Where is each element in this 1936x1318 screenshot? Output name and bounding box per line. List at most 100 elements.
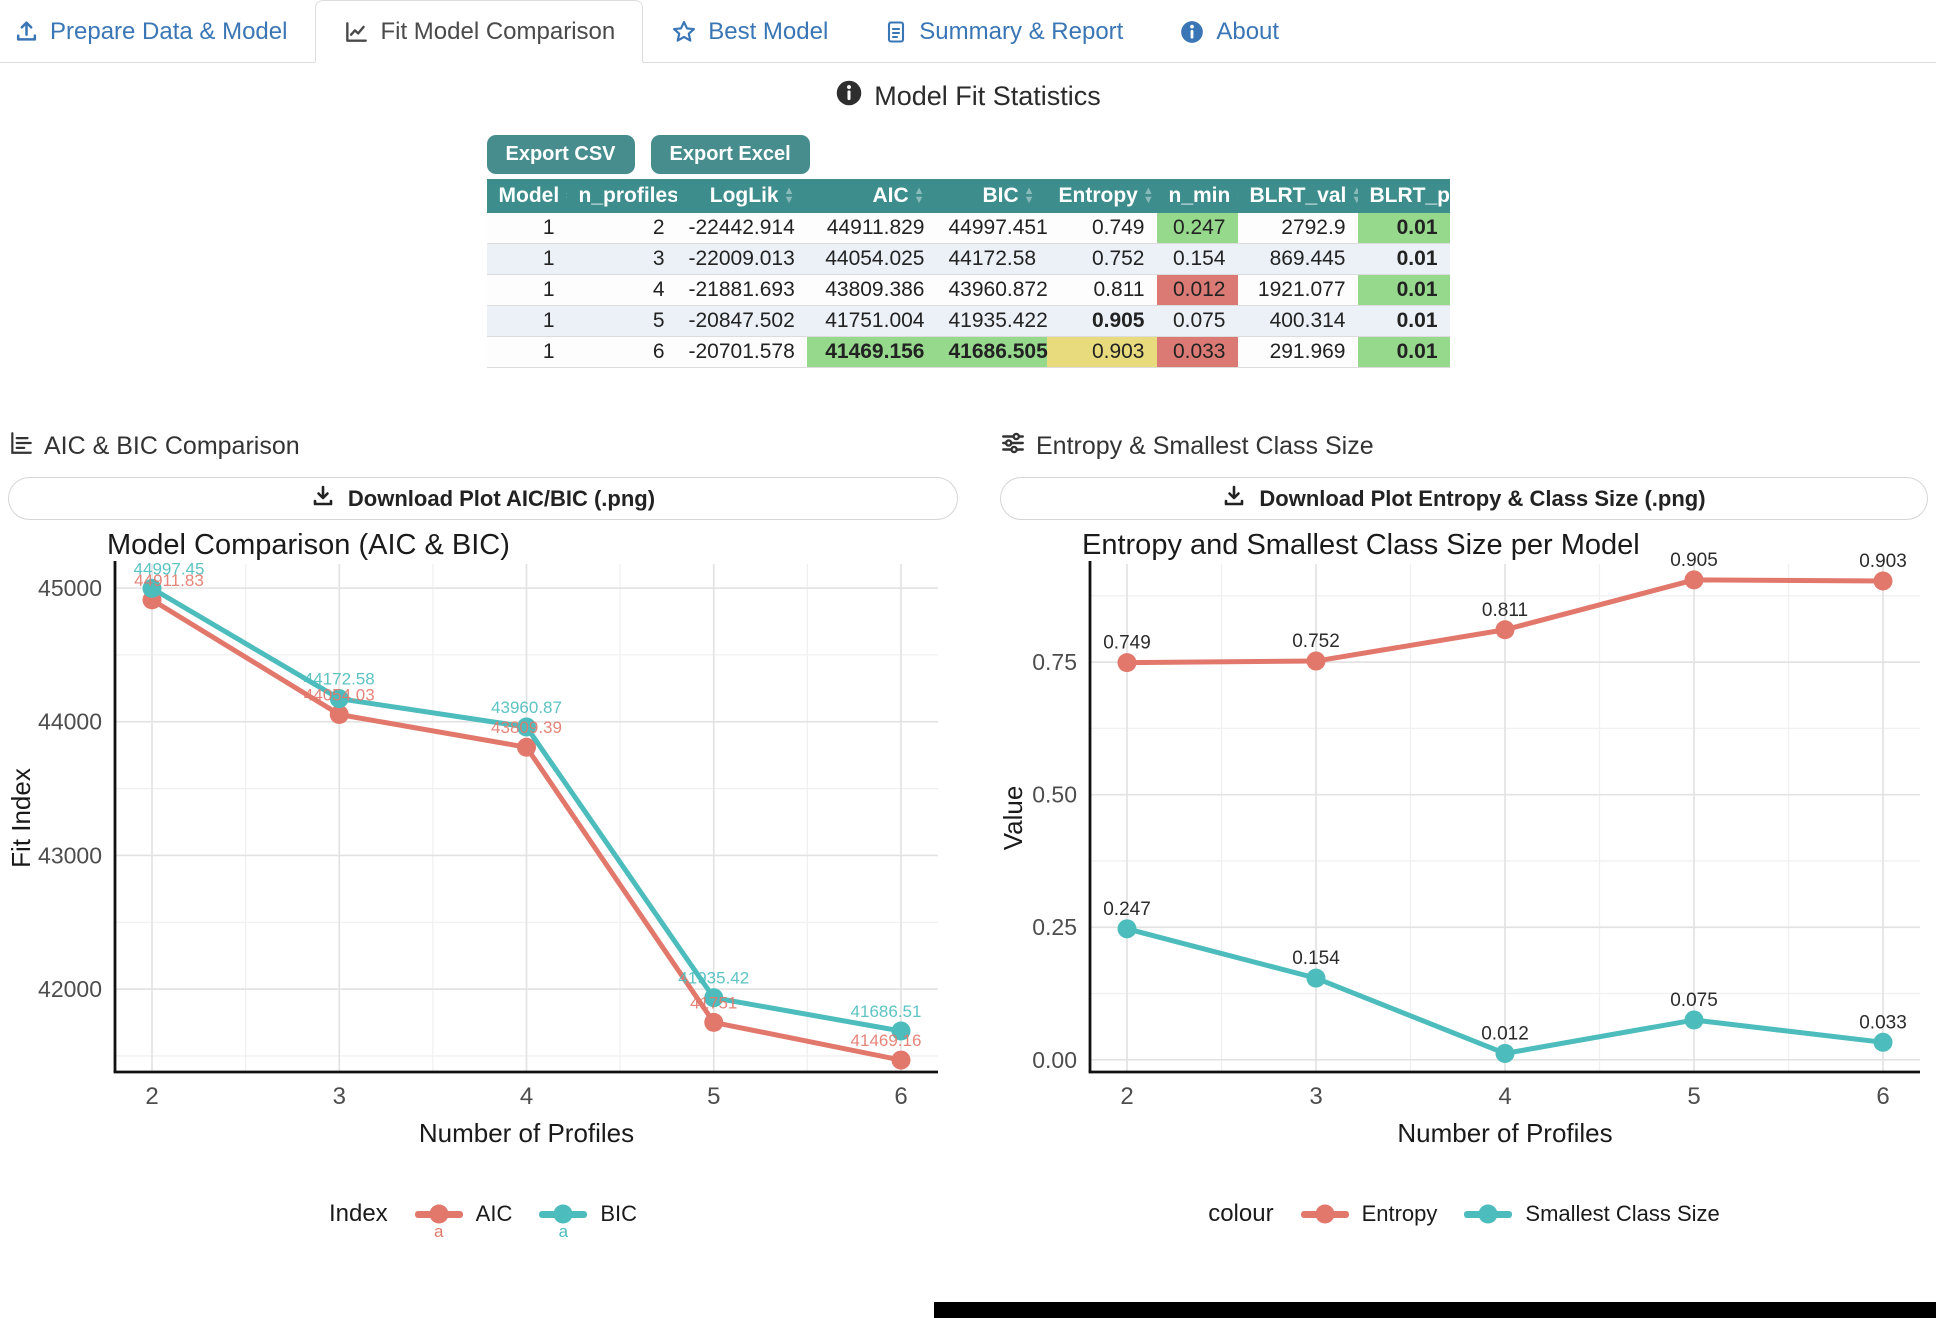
cell-BLRT_p: 0.01 <box>1357 243 1450 275</box>
cell-n_profiles: 3 <box>566 243 677 275</box>
svg-text:0.752: 0.752 <box>1292 631 1340 652</box>
export-csv-button[interactable]: Export CSV <box>486 135 635 174</box>
cell-BIC: 41935.422 <box>936 305 1048 337</box>
cell-Entropy: 0.903 <box>1046 336 1157 368</box>
legend-key: a <box>414 1204 463 1240</box>
info-circle-icon <box>835 79 863 114</box>
cell-Model: 1 <box>486 243 567 275</box>
column-header-n_profiles[interactable]: n_profiles▲▼ <box>566 179 677 213</box>
svg-text:5: 5 <box>1687 1083 1700 1110</box>
legend-label: AIC <box>475 1201 513 1226</box>
svg-text:0.75: 0.75 <box>1032 649 1077 675</box>
cell-n_min: 0.033 <box>1156 336 1238 368</box>
table-row[interactable]: 1 4 -21881.693 43809.386 43960.872 0.811 0.012… <box>486 274 1450 306</box>
column-header-n_min[interactable]: n_min▲▼ <box>1156 179 1238 213</box>
svg-text:41686.51: 41686.51 <box>851 1002 922 1021</box>
svg-text:6: 6 <box>894 1083 907 1110</box>
cell-Model: 1 <box>486 336 567 368</box>
cell-n_profiles: 5 <box>566 305 677 337</box>
cell-Model: 1 <box>486 274 567 306</box>
download-icon <box>1222 484 1246 514</box>
svg-text:3: 3 <box>333 1083 346 1110</box>
svg-text:0.033: 0.033 <box>1859 1012 1907 1033</box>
tab-label: Fit Model Comparison <box>380 17 616 45</box>
svg-text:45000: 45000 <box>38 575 102 601</box>
table-row[interactable]: 1 5 -20847.502 41751.004 41935.422 0.905 0.075… <box>486 305 1450 337</box>
tab-summary-report[interactable]: Summary & Report <box>856 0 1151 63</box>
sort-icon: ▲▼ <box>913 185 925 207</box>
cell-BLRT_p: 0.01 <box>1357 336 1450 368</box>
file-lines-icon <box>884 20 908 44</box>
tab-fit-model-comparison[interactable]: Fit Model Comparison <box>315 0 644 63</box>
legend-label: BIC <box>600 1201 638 1226</box>
cell-LogLik: -22442.914 <box>676 213 807 244</box>
chart-bar-icon <box>8 430 34 463</box>
cell-Model: 1 <box>486 305 567 337</box>
model-fit-table: Model▲▼n_profiles▲▼LogLik▲▼AIC▲▼BIC▲▼Ent… <box>486 179 1450 368</box>
export-excel-button[interactable]: Export Excel <box>650 135 810 174</box>
cell-AIC: 44911.829 <box>806 213 937 244</box>
cell-Entropy: 0.905 <box>1046 305 1157 337</box>
cell-BLRT_val: 869.445 <box>1237 243 1358 275</box>
chart-line-icon <box>343 19 369 45</box>
legend-item: a BIC <box>539 1201 638 1240</box>
sort-icon: ▲▼ <box>564 186 566 206</box>
legend-key <box>1464 1204 1513 1224</box>
cell-Entropy: 0.811 <box>1046 274 1157 306</box>
upload-icon <box>14 19 39 44</box>
cell-LogLik: -21881.693 <box>676 274 807 306</box>
entropy-panel: Entropy & Smallest Class Size Download P… <box>960 430 1936 1240</box>
sort-icon: ▲▼ <box>1023 185 1035 207</box>
download-entropy-button[interactable]: Download Plot Entropy & Class Size (.png… <box>1000 477 1928 520</box>
tab-label: Prepare Data & Model <box>50 17 288 45</box>
sliders-icon <box>1000 430 1026 463</box>
svg-text:0.247: 0.247 <box>1103 899 1151 920</box>
svg-text:4: 4 <box>520 1083 533 1110</box>
column-header-Entropy[interactable]: Entropy ▲ ▼ <box>1046 179 1157 213</box>
column-header-BLRT_val[interactable]: BLRT_val ▲ ▼ <box>1237 179 1358 213</box>
legend-label: Smallest Class Size <box>1525 1201 1720 1226</box>
legend-title: colour <box>1208 1200 1274 1227</box>
cell-n_profiles: 2 <box>566 213 677 244</box>
column-header-BLRT_p[interactable]: BLRT_p▲▼ <box>1357 179 1450 213</box>
cell-BLRT_p: 0.01 <box>1357 274 1450 306</box>
aic-bic-legend: Index a AIC a BIC <box>8 1188 958 1240</box>
download-icon <box>311 484 335 514</box>
svg-text:0.00: 0.00 <box>1032 1047 1077 1073</box>
svg-text:0.154: 0.154 <box>1292 948 1340 969</box>
aic-bic-section-title: AIC & BIC Comparison <box>8 430 958 463</box>
cell-BLRT_p: 0.01 <box>1357 305 1450 337</box>
cell-BLRT_val: 1921.077 <box>1237 274 1358 306</box>
aic-bic-panel: AIC & BIC Comparison Download Plot AIC/B… <box>0 430 960 1240</box>
cell-LogLik: -20701.578 <box>676 336 807 368</box>
svg-text:Value: Value <box>1000 786 1028 851</box>
star-icon <box>671 19 697 45</box>
legend-title: Index <box>328 1200 388 1227</box>
table-row[interactable]: 1 6 -20701.578 41469.156 41686.505 0.903 0.033… <box>486 336 1450 368</box>
cell-Entropy: 0.749 <box>1046 213 1157 244</box>
download-aic-bic-button[interactable]: Download Plot AIC/BIC (.png) <box>8 477 958 520</box>
svg-text:3: 3 <box>1309 1083 1322 1110</box>
cell-BLRT_p: 0.01 <box>1357 213 1450 244</box>
page-title: Model Fit Statistics <box>0 79 1936 114</box>
column-header-AIC[interactable]: AIC ▲ ▼ <box>806 179 937 213</box>
column-header-Model[interactable]: Model▲▼ <box>486 179 567 213</box>
tab-label: About <box>1216 17 1280 45</box>
table-row[interactable]: 1 2 -22442.914 44911.829 44997.451 0.749 0.247… <box>486 213 1450 244</box>
svg-text:2: 2 <box>1120 1083 1133 1110</box>
svg-text:44911.83: 44911.83 <box>134 571 204 590</box>
svg-text:0.811: 0.811 <box>1482 600 1528 621</box>
sort-icon: ▲▼ <box>1142 185 1154 207</box>
cell-AIC: 43809.386 <box>806 274 937 306</box>
legend-item: Entropy <box>1300 1201 1437 1227</box>
legend-key <box>1300 1204 1349 1224</box>
table-row[interactable]: 1 3 -22009.013 44054.025 44172.58 0.752 0.154 8… <box>486 243 1450 275</box>
sort-icon: ▲▼ <box>783 185 795 207</box>
tab-best-model[interactable]: Best Model <box>643 0 856 63</box>
cell-n_min: 0.247 <box>1156 213 1238 244</box>
tab-prepare-data[interactable]: Prepare Data & Model <box>0 0 315 63</box>
column-header-LogLik[interactable]: LogLik ▲ ▼ <box>676 179 807 213</box>
column-header-BIC[interactable]: BIC ▲ ▼ <box>936 179 1047 213</box>
tab-about[interactable]: About <box>1151 0 1307 63</box>
